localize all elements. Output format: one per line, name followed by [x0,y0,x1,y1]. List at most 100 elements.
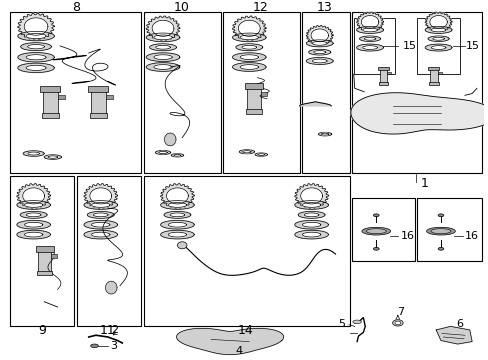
Polygon shape [174,154,181,156]
Bar [105,95,113,99]
Polygon shape [321,133,328,135]
Polygon shape [312,41,326,45]
Text: 10: 10 [173,1,189,14]
Bar [351,198,414,261]
Polygon shape [168,232,186,237]
Polygon shape [302,232,320,237]
Polygon shape [232,63,265,71]
Polygon shape [430,28,445,32]
Polygon shape [91,203,110,207]
Polygon shape [242,151,251,153]
Ellipse shape [361,227,390,235]
Bar [38,249,51,273]
Bar [41,113,59,118]
Polygon shape [361,15,378,28]
Bar [143,13,220,173]
Polygon shape [20,43,51,51]
Polygon shape [18,13,54,40]
Bar [245,109,262,114]
Text: 5: 5 [337,319,345,329]
Polygon shape [161,201,194,209]
Polygon shape [164,133,176,146]
Text: 7: 7 [396,307,403,317]
Polygon shape [27,45,44,49]
Bar [429,69,437,83]
Polygon shape [299,102,330,106]
Polygon shape [356,44,383,51]
Polygon shape [318,132,331,136]
Polygon shape [44,155,61,159]
Bar [37,271,52,275]
Polygon shape [294,230,328,239]
Ellipse shape [90,344,98,348]
Polygon shape [294,184,328,208]
Ellipse shape [426,227,454,235]
Polygon shape [18,31,54,41]
Polygon shape [149,44,176,51]
Polygon shape [310,29,328,42]
Bar [353,18,395,74]
Ellipse shape [430,229,450,234]
Polygon shape [302,222,320,227]
Text: 8: 8 [72,1,80,14]
Polygon shape [170,213,184,217]
Polygon shape [24,222,43,227]
Text: 11: 11 [100,324,116,337]
Polygon shape [232,33,265,42]
Text: 13: 13 [317,1,332,14]
Polygon shape [17,230,50,239]
Polygon shape [26,33,46,39]
Polygon shape [294,220,328,229]
Bar [88,86,108,92]
Ellipse shape [373,247,378,250]
Bar [89,113,107,118]
Polygon shape [26,55,46,60]
Ellipse shape [352,320,361,324]
Polygon shape [91,232,110,237]
Polygon shape [240,55,258,59]
Bar [260,92,267,96]
Polygon shape [232,53,265,62]
Polygon shape [239,150,254,154]
Bar [244,84,263,89]
Polygon shape [240,65,258,69]
Polygon shape [154,35,172,40]
Bar [377,67,388,70]
Polygon shape [305,40,332,47]
Bar [437,72,441,74]
Polygon shape [159,152,167,154]
Polygon shape [362,46,377,49]
Polygon shape [17,220,50,229]
Text: 9: 9 [38,324,46,337]
Polygon shape [168,222,186,227]
Polygon shape [305,26,332,45]
Text: 4: 4 [235,346,242,356]
Polygon shape [17,184,50,208]
Polygon shape [242,45,256,49]
Bar [428,82,438,85]
Polygon shape [427,36,448,41]
Polygon shape [160,184,194,208]
Polygon shape [304,213,318,217]
Polygon shape [166,188,188,204]
Polygon shape [350,93,488,134]
Polygon shape [84,184,117,208]
Polygon shape [24,203,43,207]
Text: 6: 6 [456,319,463,329]
Polygon shape [48,156,58,158]
Polygon shape [364,37,375,40]
Polygon shape [18,63,54,72]
Bar [416,18,459,74]
Polygon shape [26,213,41,217]
Polygon shape [308,49,330,55]
Polygon shape [424,44,451,51]
Polygon shape [435,327,471,344]
Polygon shape [161,230,194,239]
Bar [10,176,74,327]
Polygon shape [23,151,44,156]
Polygon shape [362,28,377,32]
Polygon shape [24,18,48,35]
Polygon shape [146,16,180,41]
Polygon shape [255,153,267,156]
Polygon shape [235,44,262,51]
